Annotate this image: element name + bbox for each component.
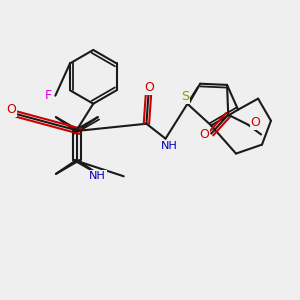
Text: NH: NH (89, 171, 106, 181)
Text: O: O (7, 103, 16, 116)
Text: NH: NH (161, 141, 178, 152)
Text: S: S (181, 90, 189, 103)
Text: O: O (144, 81, 154, 94)
Text: O: O (250, 116, 260, 129)
Text: F: F (45, 89, 52, 102)
Text: O: O (200, 128, 210, 141)
